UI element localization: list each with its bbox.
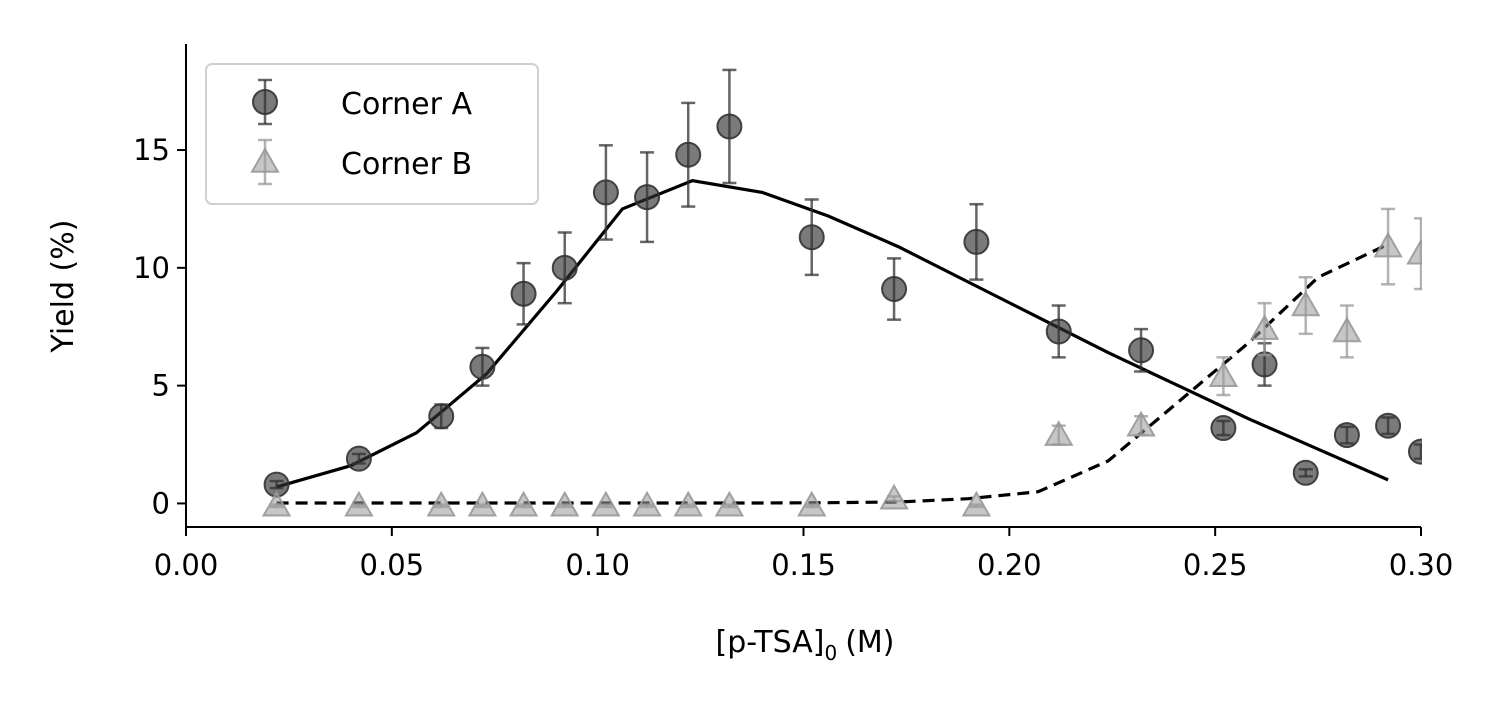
legend-marker (250, 146, 280, 173)
x-axis-label-subscript: 0 (824, 641, 837, 665)
legend: Corner A Corner B (205, 63, 539, 205)
y-tick-label: 15 (133, 133, 170, 167)
data-point (1249, 314, 1280, 340)
legend-marker (252, 89, 278, 115)
legend-key-corner-b (250, 138, 280, 186)
data-point (673, 490, 703, 517)
x-tick-label: 0.05 (360, 548, 425, 582)
data-point (467, 490, 498, 517)
data-point (879, 483, 909, 510)
data-point (1408, 438, 1422, 465)
data-point (714, 490, 745, 517)
data-point (1045, 318, 1072, 345)
fit-line-corner-b (276, 242, 1389, 505)
data-point (550, 490, 580, 517)
data-point (508, 490, 539, 517)
y-axis-label: Yield (%) (46, 220, 81, 354)
series-corner-a (263, 68, 1422, 498)
data-point (1126, 410, 1156, 437)
data-point (1332, 316, 1362, 343)
data-point (261, 490, 292, 517)
data-point (1044, 420, 1074, 446)
x-tick-label: 0.30 (1389, 548, 1454, 582)
data-point (551, 254, 578, 281)
x-tick-label: 0.15 (771, 548, 836, 582)
legend-label-corner-b: Corner B (341, 147, 472, 182)
data-point (675, 141, 702, 168)
fit-line-corner-a (276, 179, 1389, 489)
data-point (592, 179, 619, 206)
data-point (881, 276, 908, 303)
data-point (1208, 361, 1239, 387)
data-point (428, 403, 455, 430)
data-point (1406, 238, 1422, 265)
data-point (1333, 422, 1360, 449)
data-point (469, 353, 496, 380)
x-axis-label-unit: (M) (845, 625, 894, 660)
x-tick-label: 0.20 (977, 548, 1042, 582)
data-point (345, 445, 372, 472)
x-axis-label: [p-TSA]0 (M) (715, 625, 894, 665)
data-point (510, 280, 537, 307)
series-corner-b (261, 207, 1422, 517)
data-point (1292, 459, 1319, 486)
data-point (344, 490, 374, 517)
x-tick-label: 0.10 (565, 548, 630, 582)
legend-key-corner-a (252, 78, 278, 126)
data-layer (261, 68, 1422, 517)
y-tick-label: 10 (133, 251, 170, 285)
data-point (1373, 231, 1403, 258)
legend-label-corner-a: Corner A (341, 87, 472, 122)
data-point (797, 490, 827, 517)
plot-area: 0.00 0.05 0.10 0.15 0.20 0.25 0.30 0 5 10 15 (133, 44, 1453, 582)
data-point (1291, 290, 1321, 317)
legend-frame (205, 63, 539, 205)
data-point (591, 490, 621, 517)
y-tick-label: 5 (152, 369, 170, 403)
x-tick-label: 0.25 (1183, 548, 1248, 582)
data-point (634, 184, 661, 211)
data-point (798, 224, 825, 251)
data-point (1128, 337, 1155, 364)
y-tick-label: 0 (152, 486, 170, 520)
data-point (716, 113, 743, 140)
data-point (963, 228, 990, 255)
data-point (1210, 415, 1237, 442)
data-point (1375, 412, 1402, 439)
data-point (961, 490, 992, 517)
x-axis-label-main: [p-TSA] (715, 625, 824, 660)
x-tick-label: 0.00 (154, 548, 219, 582)
data-point (632, 490, 662, 517)
data-point (426, 490, 456, 517)
